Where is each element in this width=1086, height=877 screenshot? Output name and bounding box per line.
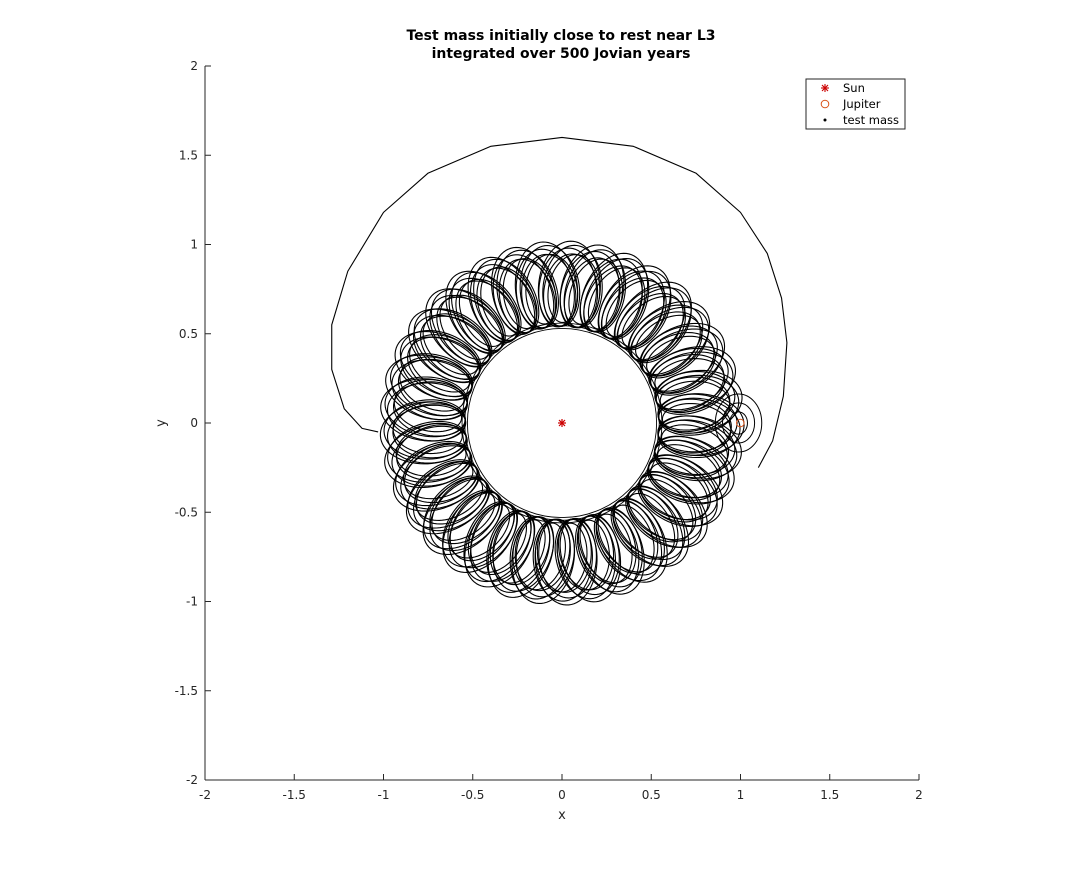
- test-mass-jupiter-loop: [721, 402, 756, 444]
- legend-box: [805, 78, 906, 130]
- legend-label-jupiter: Jupiter: [842, 97, 881, 111]
- y-tick-label: 1.5: [179, 148, 198, 162]
- legend: Sun Jupiter test mass: [805, 78, 906, 130]
- test-mass-orbit-strand: [383, 244, 741, 602]
- legend-test-mass-marker: [823, 118, 827, 122]
- test-mass-inner-ring: [461, 322, 663, 524]
- y-tick-label: 1: [190, 238, 198, 252]
- y-tick-label: -1: [186, 595, 198, 609]
- y-tick-label: 0.5: [179, 327, 198, 341]
- legend-item-test-mass: test mass: [823, 113, 899, 127]
- y-ticks: -2 -1.5 -1 -0.5 0 0.5 1 1.5 2: [175, 59, 211, 787]
- legend-sun-marker-stroke: [821, 84, 829, 92]
- x-tick-label: 0: [558, 788, 566, 802]
- x-axis-label: x: [558, 808, 566, 823]
- test-mass-jupiter-loop: [714, 393, 763, 453]
- jupiter-marker: [736, 418, 745, 428]
- legend-jupiter-marker: [820, 99, 830, 109]
- test-mass-inner-ring: [464, 325, 660, 521]
- y-tick-label: -2: [186, 773, 198, 787]
- test-mass-jupiter-loop: [729, 411, 748, 435]
- test-mass-inner-ring: [466, 327, 658, 519]
- x-tick-label: -2: [199, 788, 211, 802]
- x-ticks: -2 -1.5 -1 -0.5 0 0.5 1 1.5 2: [199, 774, 923, 802]
- legend-label-test-mass: test mass: [843, 113, 899, 127]
- x-tick-label: -1: [378, 788, 390, 802]
- x-tick-label: -0.5: [461, 788, 484, 802]
- chart-title-line-1: Test mass initially close to rest near L…: [406, 28, 715, 44]
- test-mass-outer-arc: [331, 136, 788, 468]
- y-axis-label: y: [154, 419, 169, 427]
- y-tick-label: -1.5: [175, 684, 198, 698]
- test-mass-orbit-strand: [392, 253, 732, 593]
- x-tick-label: -1.5: [283, 788, 306, 802]
- sun-marker: [558, 419, 566, 427]
- y-tick-label: -0.5: [175, 505, 198, 519]
- plot-area: [331, 136, 788, 606]
- x-tick-label: 0.5: [642, 788, 661, 802]
- legend-item-sun: Sun: [821, 81, 865, 95]
- x-tick-label: 2: [915, 788, 923, 802]
- chart-title-line-2: integrated over 500 Jovian years: [432, 46, 691, 62]
- bodies: [558, 418, 745, 428]
- axes: -2 -1.5 -1 -0.5 0 0.5 1 1.5 2 -2 -1.5 -1 -0.5 0 0.5 1 1…: [175, 59, 923, 802]
- y-tick-label: 2: [190, 59, 198, 73]
- test-mass-trajectory: [331, 136, 788, 606]
- x-tick-label: 1.5: [820, 788, 839, 802]
- sun-marker-stroke: [558, 419, 566, 427]
- legend-item-jupiter: Jupiter: [820, 97, 881, 111]
- legend-sun-marker: [821, 84, 829, 92]
- y-tick-label: 0: [190, 416, 198, 430]
- x-tick-label: 1: [737, 788, 745, 802]
- legend-label-sun: Sun: [843, 81, 865, 95]
